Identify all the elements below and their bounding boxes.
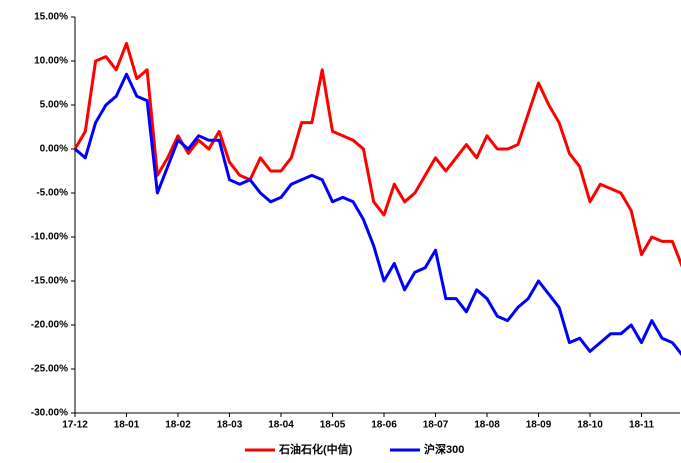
y-tick-label: -30.00%: [31, 408, 68, 419]
x-tick-label: 18-10: [577, 420, 603, 431]
legend-label: 石油石化(中信): [278, 442, 353, 456]
y-tick-label: -5.00%: [36, 188, 68, 199]
x-tick-label: 18-02: [165, 420, 191, 431]
y-tick-label: 0.00%: [40, 144, 68, 155]
x-tick-label: 18-04: [268, 420, 294, 431]
series-line: [73, 41, 681, 268]
x-tick-label: 18-09: [526, 420, 552, 431]
series-line: [74, 72, 681, 357]
y-tick-label: 15.00%: [34, 12, 68, 23]
x-tick-label: 18-07: [423, 420, 449, 431]
x-tick-label: 18-05: [320, 420, 346, 431]
x-tick-label: 18-08: [474, 420, 500, 431]
x-tick-label: 17-12: [62, 420, 88, 431]
y-tick-label: 5.00%: [40, 100, 68, 111]
x-tick-label: 18-01: [114, 420, 140, 431]
x-tick-label: 18-11: [629, 420, 654, 431]
y-tick-label: -25.00%: [31, 364, 68, 375]
y-tick-label: -20.00%: [31, 320, 68, 331]
y-tick-label: -15.00%: [31, 276, 68, 287]
y-tick-label: 10.00%: [34, 56, 68, 67]
x-tick-label: 18-06: [371, 420, 397, 431]
legend-label: 沪深300: [424, 442, 464, 456]
y-tick-label: -10.00%: [31, 232, 68, 243]
x-tick-label: 18-03: [217, 420, 243, 431]
